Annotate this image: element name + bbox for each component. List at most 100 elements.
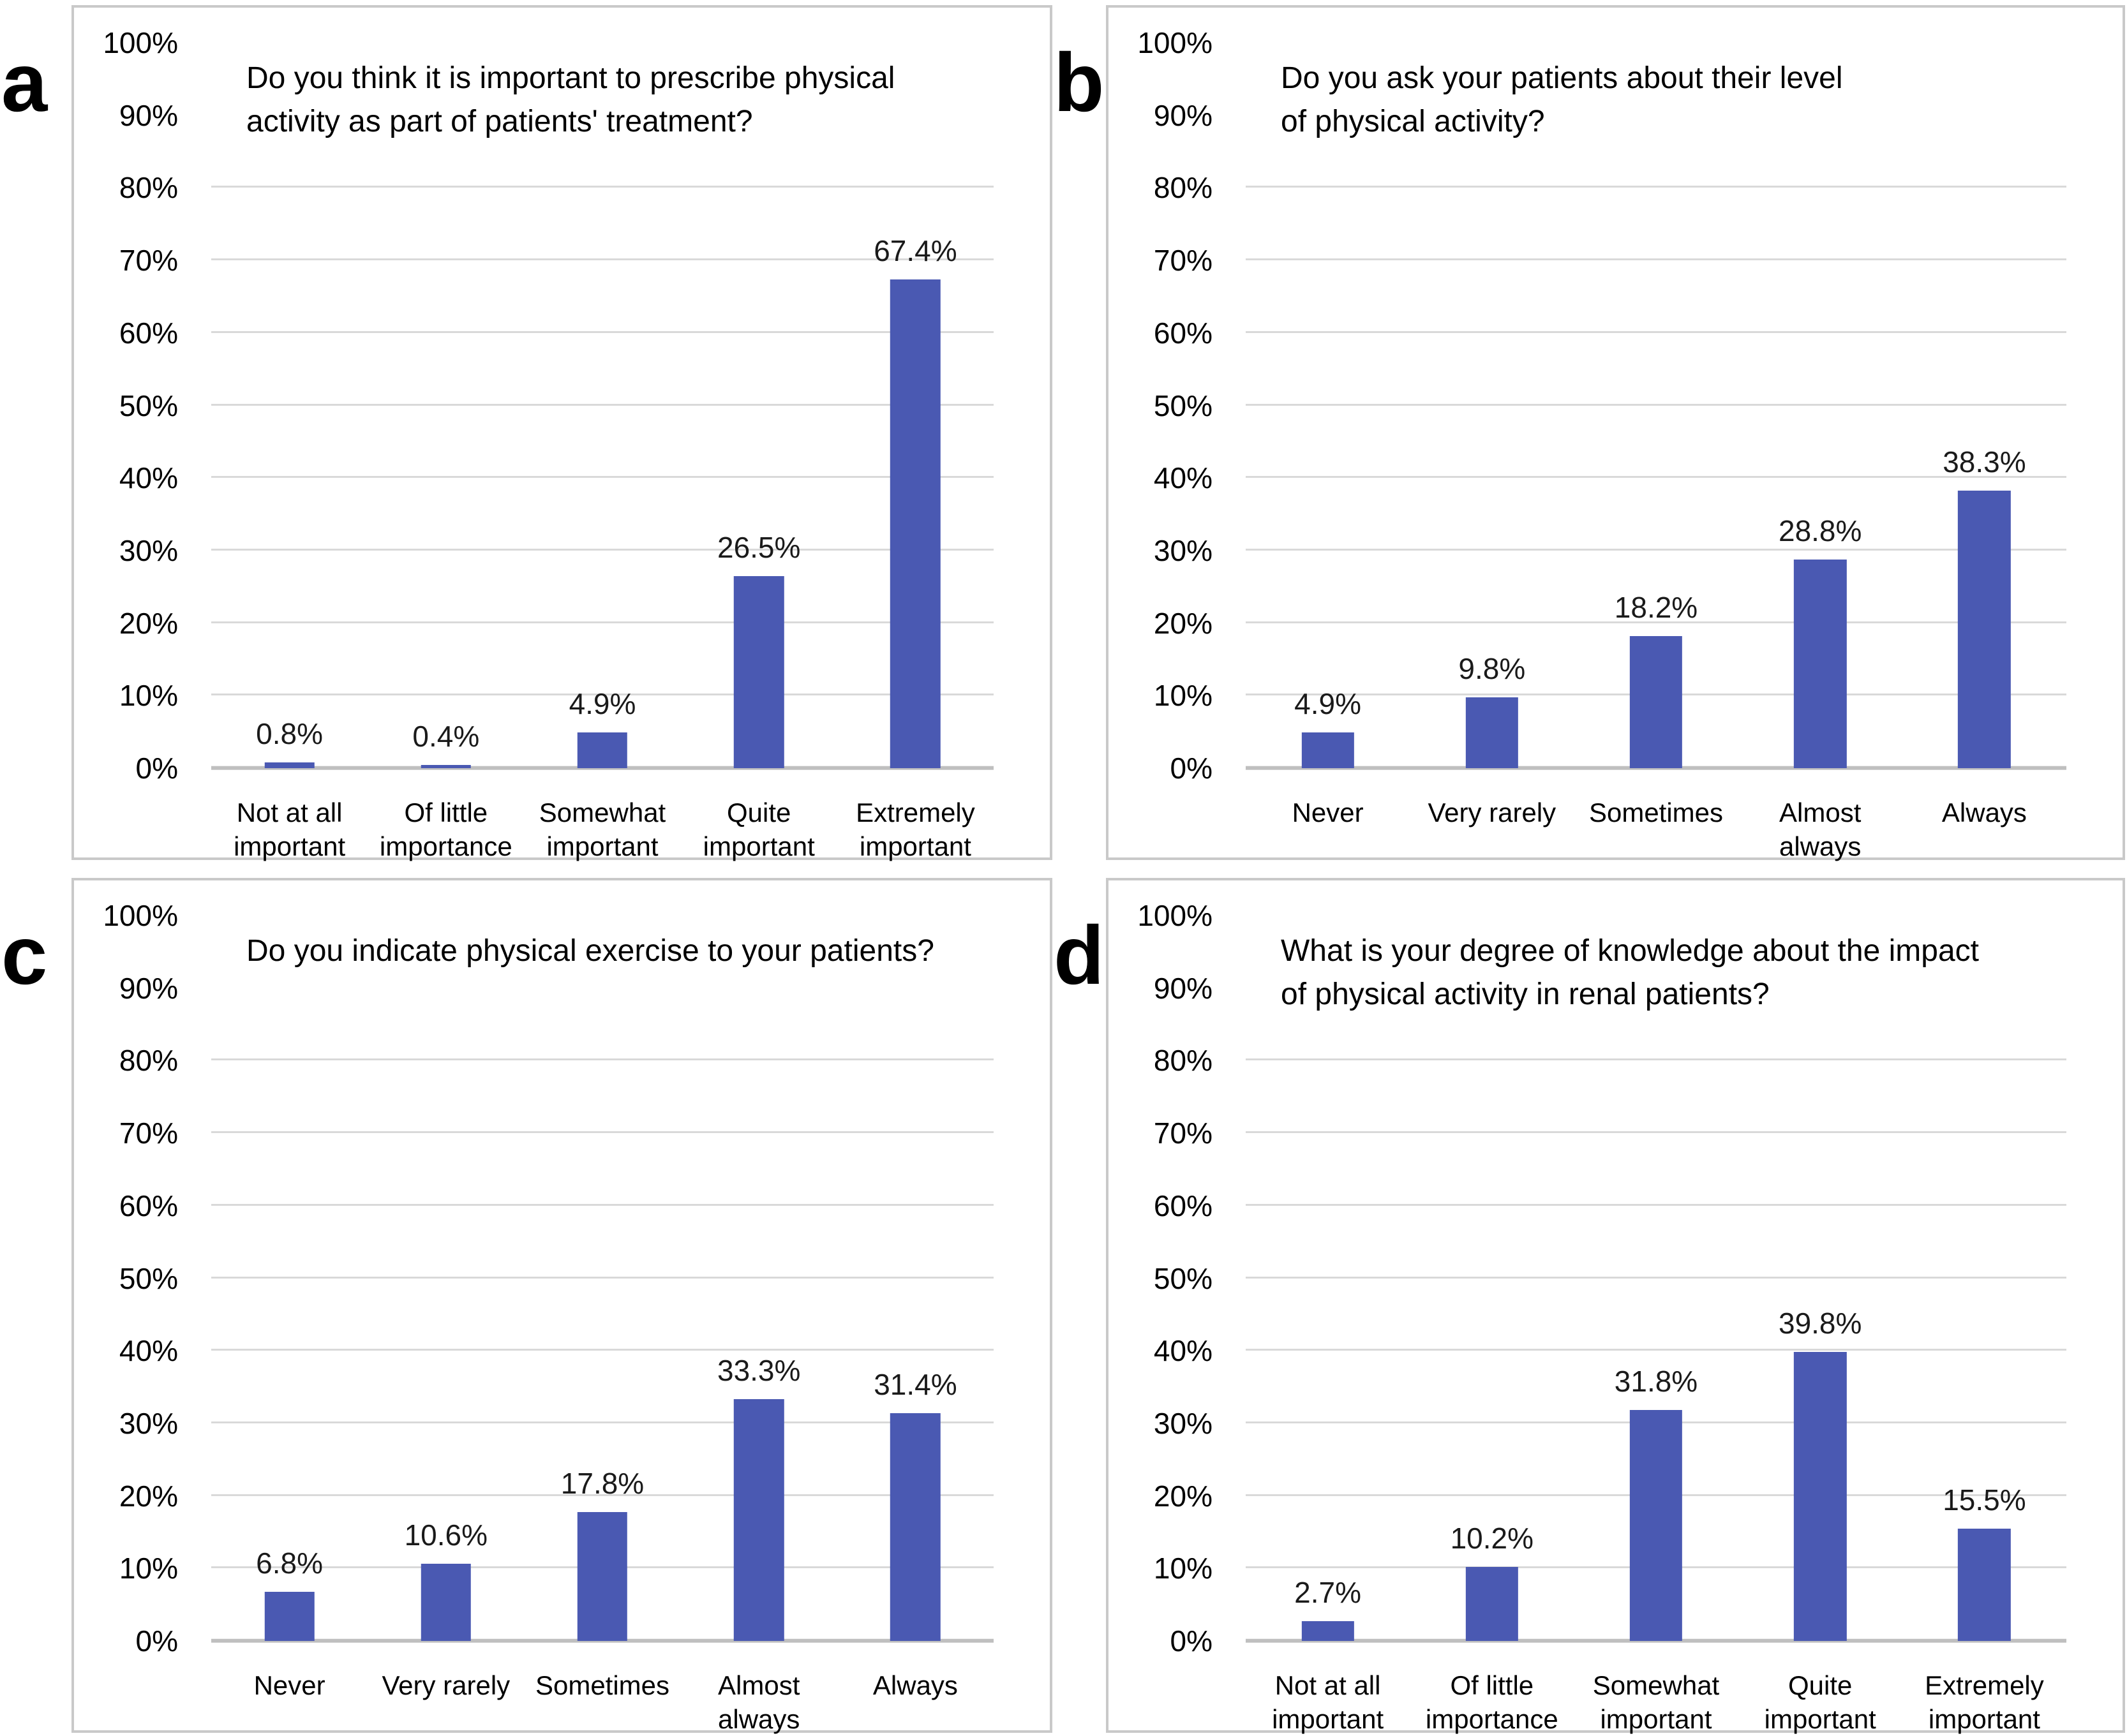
chart-panel-a: Do you think it is important to prescrib… xyxy=(71,5,1052,861)
chart-title-line: of physical activity? xyxy=(1281,105,1545,139)
panel-letter-c: c xyxy=(1,909,48,1002)
bar-very-rarely xyxy=(1465,697,1518,768)
bar-very-rarely xyxy=(421,1564,472,1641)
y-axis-tick-label: 30% xyxy=(119,533,178,567)
chart-title-line: activity as part of patients' treatment? xyxy=(246,105,753,139)
bar-value-label: 15.5% xyxy=(1943,1483,2026,1517)
bar-slot: 18.2% xyxy=(1574,43,1738,768)
bar-always xyxy=(890,1413,941,1641)
y-axis-tick-labels: 100% 90% 80% 70% 60% 50% 40% 30% 20% 10% 0% xyxy=(1108,899,1213,1658)
y-axis-tick-label: 70% xyxy=(1153,1117,1213,1150)
bars-container: 6.8% 10.6% 17.8% 33.3% 31.4% xyxy=(211,916,994,1641)
gridline-70pct xyxy=(211,258,994,261)
bar-value-label: 17.8% xyxy=(560,1466,645,1500)
bar-somewhat-important xyxy=(1629,1410,1683,1641)
y-axis-tick-label: 30% xyxy=(1153,1406,1213,1440)
gridline-60pct xyxy=(1246,1203,2066,1206)
bar-of-little-importance xyxy=(1465,1567,1518,1641)
bar-value-label: 33.3% xyxy=(717,1354,801,1388)
x-axis-category-label: Quite important xyxy=(1764,1670,1876,1734)
gridline-70pct xyxy=(211,1131,994,1134)
bar-value-label: 4.9% xyxy=(1294,687,1362,721)
bar-slot: 10.2% xyxy=(1410,916,1574,1641)
y-axis-tick-label: 80% xyxy=(1153,171,1213,205)
x-axis-category-label: Sometimes xyxy=(535,1670,670,1700)
gridline-80pct xyxy=(211,186,994,188)
bar-never xyxy=(264,1591,315,1641)
bar-value-label: 67.4% xyxy=(874,234,957,267)
bar-value-label: 39.8% xyxy=(1778,1307,1862,1340)
bar-slot: 15.5% xyxy=(1902,916,2066,1641)
gridline-60pct xyxy=(211,330,994,333)
y-axis-tick-label: 0% xyxy=(135,752,178,785)
plot-area: 2.7% 10.2% 31.8% 39.8% 15.5% xyxy=(1246,916,2066,1643)
x-axis-category-label: Of little importance xyxy=(379,798,512,861)
x-axis-category-label: Never xyxy=(1292,798,1364,827)
bars-container: 4.9% 9.8% 18.2% 28.8% 38.3% xyxy=(1246,43,2066,768)
y-axis-tick-label: 30% xyxy=(1153,533,1213,567)
y-axis-tick-label: 90% xyxy=(1153,98,1213,132)
bar-almost-always xyxy=(1794,559,1847,768)
bar-value-label: 4.9% xyxy=(569,687,636,721)
bar-slot: 17.8% xyxy=(524,916,680,1641)
x-axis-category-labels: Never Very rarely Sometimes Almost always Al… xyxy=(211,1646,994,1734)
y-axis-tick-label: 70% xyxy=(119,244,178,278)
y-axis-tick-label: 60% xyxy=(119,316,178,350)
bar-slot: 10.6% xyxy=(368,916,524,1641)
bar-slot: 4.9% xyxy=(524,43,680,768)
y-axis-tick-label: 40% xyxy=(1153,1334,1213,1368)
y-axis-tick-label: 50% xyxy=(1153,389,1213,422)
x-axis-category-label: Extremely important xyxy=(1925,1670,2044,1734)
y-axis-tick-label: 20% xyxy=(1153,1479,1213,1513)
bar-slot: 9.8% xyxy=(1410,43,1574,768)
x-axis-category-label: Always xyxy=(872,1670,958,1700)
chart-title: Do you think it is important to prescrib… xyxy=(246,57,1024,144)
x-axis-category-label: Quite important xyxy=(703,798,815,861)
x-axis-category-label: Sometimes xyxy=(1588,798,1724,827)
bar-not-at-all-important xyxy=(264,762,315,768)
bar-slot: 38.3% xyxy=(1902,43,2066,768)
gridline-80pct xyxy=(1246,1058,2066,1061)
bar-value-label: 38.3% xyxy=(1943,445,2026,479)
chart-panel-b: Do you ask your patients about their lev… xyxy=(1106,5,2125,861)
gridline-70pct xyxy=(1246,258,2066,261)
gridline-20pct xyxy=(211,621,994,623)
chart-title: What is your degree of knowledge about t… xyxy=(1281,930,2097,1016)
bar-value-label: 2.7% xyxy=(1294,1576,1362,1610)
bar-of-little-importance xyxy=(421,765,472,768)
bar-slot: 0.4% xyxy=(368,43,524,768)
y-axis-tick-label: 60% xyxy=(119,1189,178,1222)
bar-value-label: 0.8% xyxy=(256,716,324,750)
y-axis-tick-label: 0% xyxy=(1170,752,1213,785)
bar-value-label: 18.2% xyxy=(1614,591,1698,625)
y-axis-tick-label: 90% xyxy=(119,971,178,1005)
panel-letter-d: d xyxy=(1054,909,1105,1002)
y-axis-tick-label: 80% xyxy=(119,1044,178,1078)
gridline-20pct xyxy=(1246,621,2066,623)
x-axis-category-label: Almost always xyxy=(718,1670,800,1734)
gridline-30pct xyxy=(1246,548,2066,551)
bars-container: 0.8% 0.4% 4.9% 26.5% 67.4% xyxy=(211,43,994,768)
bar-extremely-important xyxy=(890,279,941,768)
bar-slot: 4.9% xyxy=(1246,43,1410,768)
x-axis-category-label: Not at all important xyxy=(234,798,346,861)
y-axis-tick-label: 90% xyxy=(1153,971,1213,1005)
bar-always xyxy=(1958,490,2011,768)
chart-title: Do you indicate physical exercise to you… xyxy=(246,930,1024,973)
panel-letter-a: a xyxy=(1,36,48,129)
y-axis-tick-label: 10% xyxy=(1153,679,1213,713)
gridline-30pct xyxy=(211,548,994,551)
bar-value-label: 28.8% xyxy=(1778,514,1862,547)
bar-slot: 2.7% xyxy=(1246,916,1410,1641)
y-axis-tick-label: 10% xyxy=(119,1552,178,1585)
gridline-30pct xyxy=(211,1421,994,1423)
gridline-10pct xyxy=(211,694,994,696)
plot-area: 0.8% 0.4% 4.9% 26.5% 67.4% xyxy=(211,43,994,770)
x-axis-category-label: Never xyxy=(253,1670,325,1700)
chart-title: Do you ask your patients about their lev… xyxy=(1281,57,2097,144)
bar-value-label: 26.5% xyxy=(717,530,801,564)
y-axis-tick-label: 100% xyxy=(103,26,178,59)
bars-container: 2.7% 10.2% 31.8% 39.8% 15.5% xyxy=(1246,916,2066,1641)
y-axis-tick-label: 40% xyxy=(1153,461,1213,495)
